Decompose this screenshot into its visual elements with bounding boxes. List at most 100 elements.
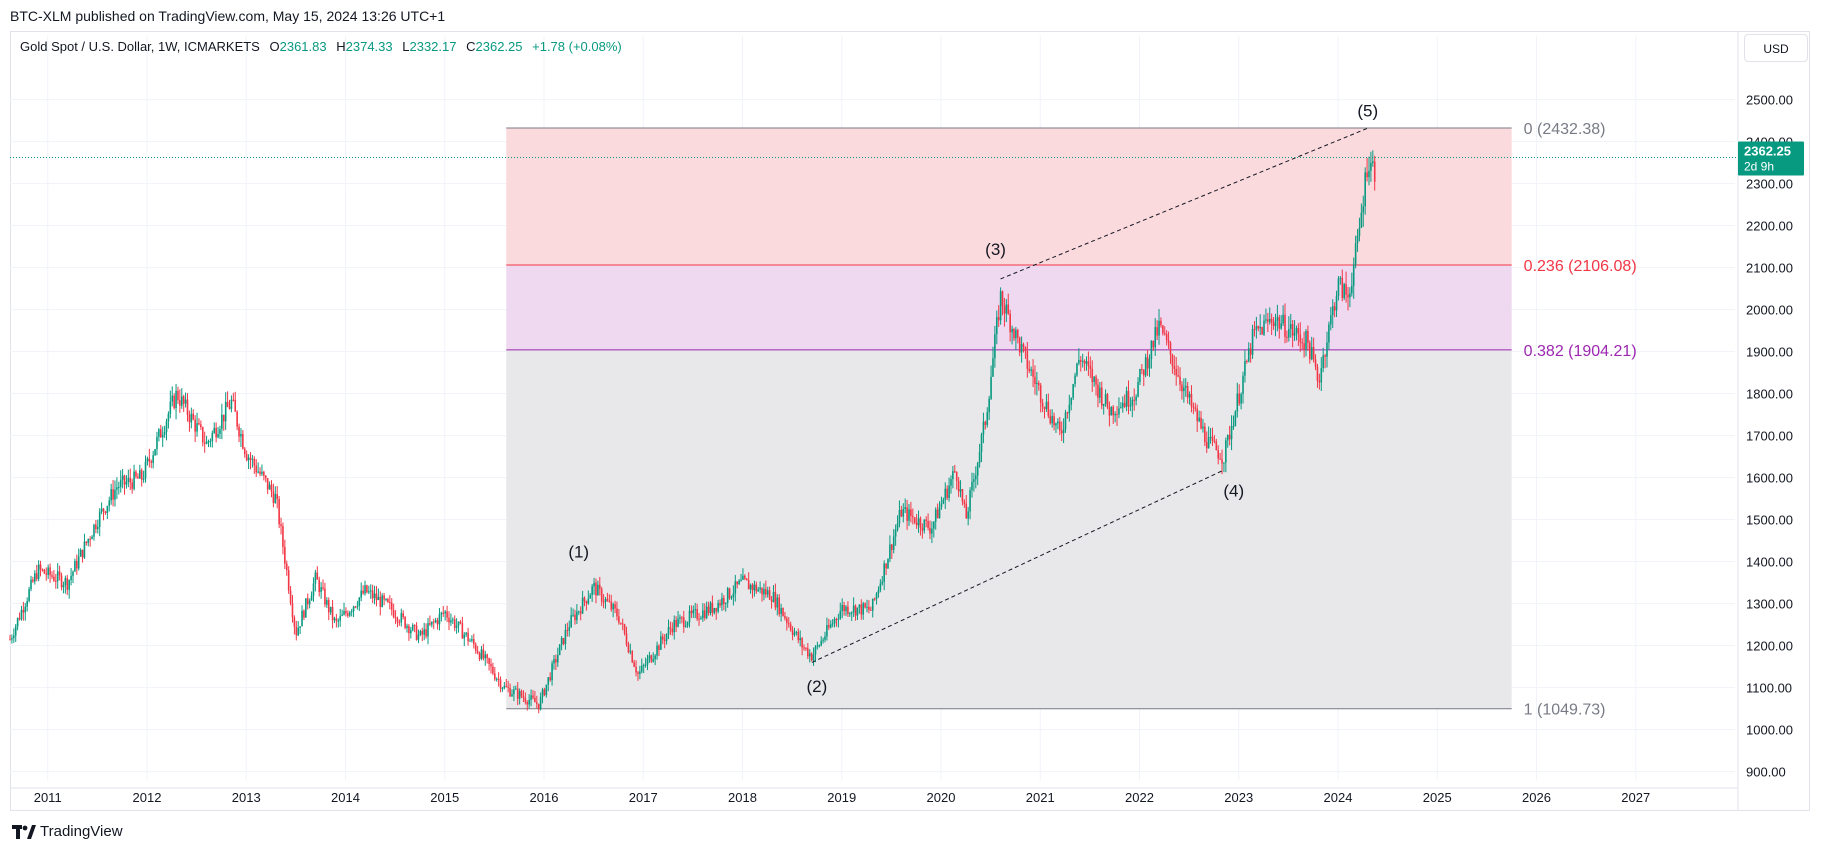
- candle: [11, 634, 13, 644]
- candle: [841, 598, 843, 619]
- candle-body: [919, 518, 922, 528]
- candle-body: [516, 688, 519, 699]
- candle: [200, 420, 202, 430]
- candle-body: [272, 491, 275, 503]
- candle-body: [976, 462, 979, 476]
- candle: [1345, 271, 1347, 303]
- candle-body: [1307, 330, 1309, 343]
- candle-body: [198, 423, 200, 425]
- candle-body: [1280, 323, 1282, 329]
- candle-body: [686, 622, 689, 626]
- candle: [432, 618, 435, 630]
- candle-body: [833, 619, 836, 624]
- candle: [1165, 330, 1168, 346]
- candle: [1373, 155, 1376, 191]
- candle-body: [200, 424, 202, 428]
- candle-body: [1219, 458, 1221, 460]
- candle-body: [984, 421, 987, 425]
- candle: [1173, 355, 1176, 376]
- candle: [98, 508, 101, 537]
- candle: [154, 448, 156, 456]
- candle-body: [1289, 324, 1292, 329]
- candle: [1291, 319, 1294, 348]
- candle: [448, 611, 450, 631]
- candle-body: [345, 610, 347, 614]
- candle: [240, 428, 242, 448]
- candle: [354, 605, 357, 609]
- candle-body: [755, 584, 758, 592]
- candle-body: [291, 603, 294, 618]
- candle-body: [515, 688, 517, 690]
- candle: [707, 601, 710, 616]
- candle: [520, 689, 523, 699]
- candle: [1312, 337, 1315, 363]
- candle-body: [1144, 357, 1147, 376]
- candle: [232, 392, 235, 402]
- candle-body: [826, 625, 828, 637]
- candle-body: [1181, 384, 1183, 392]
- candle: [390, 598, 393, 616]
- candle: [934, 507, 937, 530]
- candle: [291, 595, 294, 623]
- candle-body: [257, 471, 259, 473]
- candle-body: [724, 602, 727, 605]
- candle: [1154, 318, 1157, 356]
- candle-body: [684, 625, 687, 627]
- candle: [640, 658, 643, 674]
- candle-body: [1223, 462, 1225, 464]
- candle-body: [812, 654, 815, 661]
- candle: [1141, 364, 1143, 375]
- candle-body: [93, 524, 95, 537]
- candle-body: [721, 597, 723, 606]
- candle-body: [665, 634, 668, 641]
- candle-body: [30, 579, 32, 590]
- candle-body: [177, 390, 179, 401]
- candle-body: [322, 587, 324, 589]
- candle-body: [387, 598, 389, 602]
- candle: [702, 603, 704, 622]
- candle-body: [482, 649, 485, 659]
- candle-body: [553, 659, 555, 664]
- candle-body: [119, 479, 122, 487]
- candle-body: [952, 471, 954, 480]
- candle: [327, 597, 330, 621]
- candle: [117, 481, 120, 495]
- currency-button[interactable]: USD: [1744, 34, 1808, 62]
- candle-body: [610, 601, 613, 610]
- candle-body: [1156, 327, 1158, 336]
- candle: [585, 600, 588, 611]
- candle: [179, 389, 181, 413]
- candle-body: [835, 619, 838, 621]
- candle: [404, 616, 406, 630]
- candle-body: [637, 672, 639, 674]
- candle: [129, 468, 132, 491]
- candle-body: [368, 591, 370, 593]
- candle-body: [1186, 385, 1189, 398]
- candle: [1078, 348, 1080, 366]
- candle: [789, 621, 792, 632]
- candle-body: [1055, 423, 1057, 426]
- candle: [482, 643, 485, 661]
- candle-body: [161, 434, 164, 438]
- candle-body: [26, 601, 28, 607]
- candle: [1278, 314, 1281, 339]
- candle-body: [341, 614, 343, 616]
- candle: [597, 580, 599, 596]
- candle: [661, 633, 664, 645]
- candle-body: [828, 625, 830, 628]
- candle-body: [1221, 459, 1223, 464]
- candle: [1205, 431, 1208, 454]
- candle-body: [230, 399, 233, 409]
- candle-body: [68, 580, 70, 590]
- candle-body: [142, 478, 145, 480]
- candle-body: [148, 458, 151, 462]
- price-tick-label: 1800.00: [1746, 387, 1793, 402]
- candle: [1270, 313, 1273, 336]
- candle-body: [83, 541, 86, 558]
- candle: [1177, 365, 1179, 378]
- candle-body: [45, 573, 48, 575]
- candle-body: [801, 638, 803, 648]
- candle-body: [759, 587, 761, 590]
- candle: [276, 486, 279, 509]
